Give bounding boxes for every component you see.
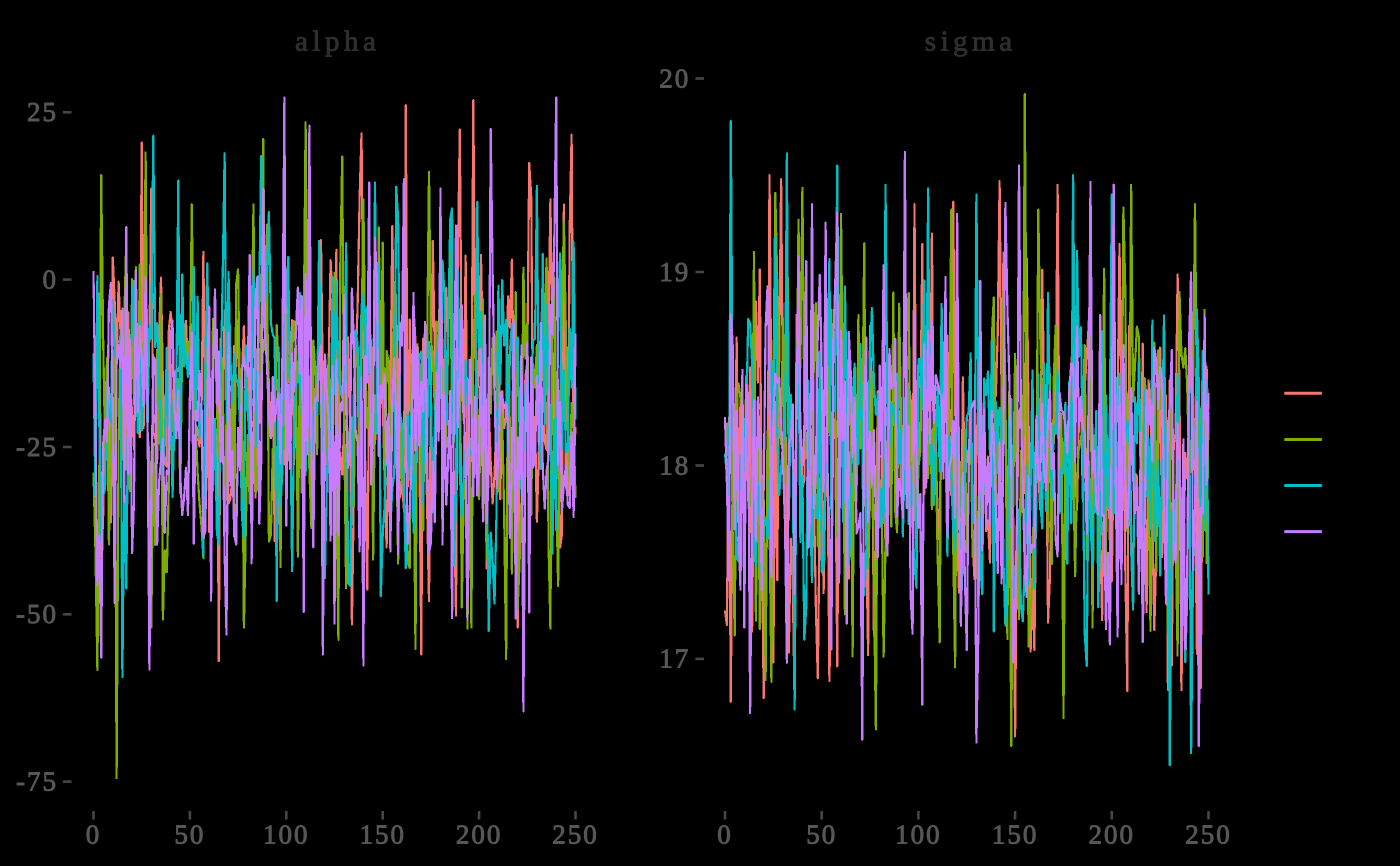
svg-text:alpha: alpha bbox=[295, 26, 380, 58]
svg-text:0: 0 bbox=[43, 264, 59, 294]
svg-text:-75: -75 bbox=[16, 766, 58, 796]
svg-text:150: 150 bbox=[359, 820, 406, 850]
svg-text:100: 100 bbox=[895, 820, 942, 850]
svg-text:0: 0 bbox=[717, 820, 733, 850]
svg-text:18: 18 bbox=[659, 450, 690, 480]
svg-text:200: 200 bbox=[1089, 820, 1136, 850]
svg-text:-25: -25 bbox=[16, 432, 58, 462]
svg-text:50: 50 bbox=[806, 820, 837, 850]
svg-text:150: 150 bbox=[992, 820, 1039, 850]
svg-text:19: 19 bbox=[659, 257, 690, 287]
svg-text:25: 25 bbox=[27, 97, 58, 127]
svg-text:250: 250 bbox=[552, 820, 599, 850]
svg-text:50: 50 bbox=[174, 820, 205, 850]
svg-text:17: 17 bbox=[659, 644, 690, 674]
svg-text:200: 200 bbox=[456, 820, 503, 850]
svg-text:250: 250 bbox=[1185, 820, 1232, 850]
svg-text:100: 100 bbox=[263, 820, 310, 850]
svg-text:0: 0 bbox=[86, 820, 102, 850]
svg-text:20: 20 bbox=[659, 63, 690, 93]
svg-text:sigma: sigma bbox=[925, 26, 1017, 58]
svg-text:-50: -50 bbox=[16, 599, 58, 629]
